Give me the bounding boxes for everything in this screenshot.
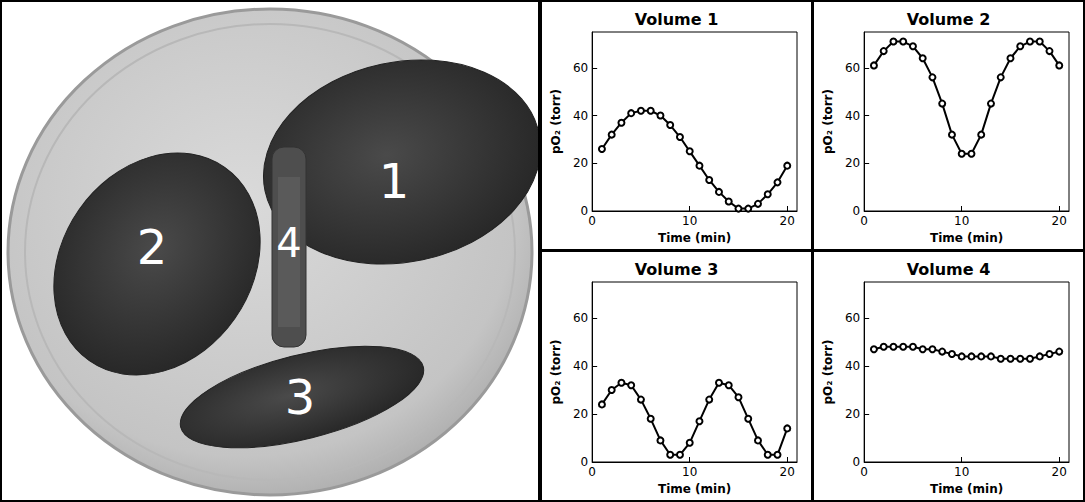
svg-text:20: 20 (845, 156, 860, 170)
svg-text:20: 20 (1052, 465, 1067, 479)
svg-text:pO₂ (torr): pO₂ (torr) (821, 339, 835, 404)
svg-text:Volume 1: Volume 1 (635, 10, 719, 29)
svg-text:pO₂ (torr): pO₂ (torr) (549, 339, 563, 404)
svg-text:Volume 3: Volume 3 (635, 260, 719, 279)
svg-text:1: 1 (379, 153, 410, 209)
svg-text:40: 40 (845, 359, 860, 373)
svg-text:0: 0 (860, 214, 868, 228)
svg-text:10: 10 (682, 214, 697, 228)
svg-text:20: 20 (780, 214, 795, 228)
svg-text:20: 20 (780, 465, 795, 479)
svg-text:3: 3 (285, 369, 316, 425)
svg-text:0: 0 (860, 465, 868, 479)
svg-text:Time (min): Time (min) (930, 231, 1003, 245)
svg-text:Volume 2: Volume 2 (907, 10, 991, 29)
svg-text:Time (min): Time (min) (658, 231, 731, 245)
svg-text:60: 60 (573, 311, 588, 325)
svg-text:60: 60 (573, 61, 588, 75)
svg-text:2: 2 (137, 219, 168, 275)
svg-text:20: 20 (1052, 214, 1067, 228)
svg-text:pO₂ (torr): pO₂ (torr) (821, 89, 835, 154)
svg-text:60: 60 (845, 311, 860, 325)
svg-text:40: 40 (573, 109, 588, 123)
svg-text:40: 40 (845, 109, 860, 123)
svg-text:Time (min): Time (min) (658, 482, 731, 496)
svg-text:0: 0 (581, 204, 589, 218)
svg-text:0: 0 (588, 214, 596, 228)
svg-text:4: 4 (276, 220, 301, 266)
svg-text:Time (min): Time (min) (930, 482, 1003, 496)
svg-text:20: 20 (573, 407, 588, 421)
svg-text:40: 40 (573, 359, 588, 373)
svg-text:0: 0 (588, 465, 596, 479)
svg-text:pO₂ (torr): pO₂ (torr) (549, 89, 563, 154)
svg-text:10: 10 (954, 214, 969, 228)
svg-text:10: 10 (954, 465, 969, 479)
svg-text:0: 0 (581, 455, 589, 469)
svg-text:0: 0 (853, 204, 861, 218)
svg-text:20: 20 (573, 156, 588, 170)
svg-text:20: 20 (845, 407, 860, 421)
svg-text:60: 60 (845, 61, 860, 75)
svg-text:0: 0 (853, 455, 861, 469)
svg-text:Volume 4: Volume 4 (907, 260, 991, 279)
svg-text:10: 10 (682, 465, 697, 479)
